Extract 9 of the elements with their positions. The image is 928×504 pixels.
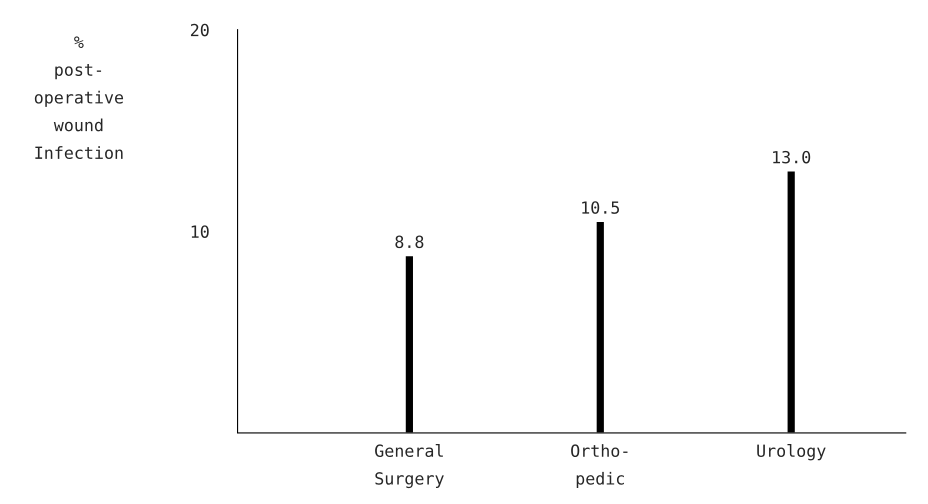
y-axis-title: % post- operative wound Infection	[34, 36, 124, 160]
x-tick-label: Urology	[757, 444, 826, 460]
x-tick-label: Ortho- pedic	[571, 444, 628, 488]
data-label: 8.8	[395, 236, 424, 248]
data-label: 13.0	[773, 150, 810, 164]
data-label: 10.5	[582, 201, 620, 214]
y-tick-label: 10	[192, 225, 209, 238]
y-tick-label: 20	[190, 24, 209, 36]
x-tick-label: General Surgery	[375, 444, 444, 488]
